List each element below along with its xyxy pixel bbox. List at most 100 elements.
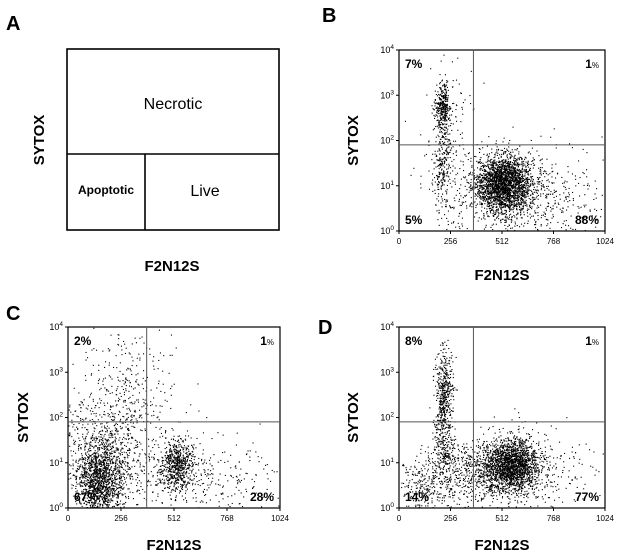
scatter-point	[525, 166, 527, 168]
scatter-point	[507, 180, 509, 182]
scatter-point	[445, 124, 447, 126]
scatter-point	[448, 152, 450, 154]
scatter-point	[502, 197, 504, 199]
scatter-point	[95, 445, 97, 447]
scatter-point	[115, 475, 117, 477]
scatter-point	[116, 483, 118, 485]
scatter-point	[509, 173, 511, 175]
scatter-point	[473, 169, 475, 171]
scatter-point	[514, 194, 516, 196]
y-tick-exponent: 2	[390, 135, 394, 142]
scatter-point	[438, 193, 440, 195]
scatter-point	[536, 150, 538, 152]
scatter-point	[514, 167, 516, 169]
scatter-point	[514, 223, 516, 225]
scatter-point	[473, 172, 475, 174]
scatter-point	[97, 450, 99, 452]
scatter-point	[482, 199, 484, 201]
scatter-point	[507, 162, 509, 164]
scatter-point	[439, 159, 441, 161]
scatter-point	[124, 503, 126, 505]
scatter-point	[506, 154, 508, 156]
scatter-point	[569, 200, 571, 202]
scatter-point	[487, 173, 489, 175]
scatter-point	[442, 116, 444, 118]
scatter-point	[506, 148, 508, 150]
scatter-point	[493, 163, 495, 165]
scatter-point	[501, 184, 503, 186]
scatter-point	[520, 170, 522, 172]
scatter-point	[106, 468, 108, 470]
scatter-point	[468, 152, 470, 154]
scatter-point	[88, 481, 90, 483]
scatter-point	[566, 181, 568, 183]
scatter-point	[104, 451, 106, 453]
scatter-point	[495, 185, 497, 187]
scatter-point	[504, 224, 506, 226]
scatter-point	[439, 124, 441, 126]
scatter-point	[506, 180, 508, 182]
scatter-point	[572, 199, 574, 201]
scatter-point	[81, 466, 83, 468]
scatter-point	[489, 196, 491, 198]
scatter-point	[443, 178, 445, 180]
scatter-point	[447, 153, 449, 155]
scatter-point	[103, 502, 105, 504]
scatter-point	[99, 461, 101, 463]
scatter-point	[445, 104, 447, 106]
scatter-point	[504, 188, 506, 190]
scatter-point	[93, 452, 95, 454]
scatter-point	[506, 205, 508, 207]
scatter-point	[492, 191, 494, 193]
scatter-point	[85, 457, 87, 459]
scatter-point	[494, 162, 496, 164]
scatter-point	[488, 160, 490, 162]
scatter-point	[442, 90, 444, 92]
scatter-point	[442, 163, 444, 165]
scatter-point	[458, 83, 460, 85]
scatter-point	[507, 189, 509, 191]
scatter-point	[508, 153, 510, 155]
scatter-point	[442, 95, 444, 97]
scatter-point	[505, 184, 507, 186]
scatter-point	[508, 165, 510, 167]
scatter-point	[117, 495, 119, 497]
scatter-point	[80, 481, 82, 483]
scatter-point	[90, 490, 92, 492]
scatter-point	[537, 229, 539, 231]
scatter-point	[109, 493, 111, 495]
scatter-point	[514, 168, 516, 170]
scatter-point	[518, 189, 520, 191]
scatter-point	[488, 184, 490, 186]
scatter-point	[517, 177, 519, 179]
scatter-point	[447, 157, 449, 159]
scatter-point	[112, 472, 114, 474]
scatter-point	[124, 463, 126, 465]
scatter-point	[527, 220, 529, 222]
scatter-point	[501, 198, 503, 200]
scatter-point	[540, 224, 542, 226]
scatter-point	[90, 473, 92, 475]
scatter-point	[108, 459, 110, 461]
scatter-point	[494, 197, 496, 199]
scatter-point	[505, 174, 507, 176]
scatter-point	[448, 108, 450, 110]
scatter-point	[92, 498, 94, 500]
scatter-point	[498, 178, 500, 180]
scatter-point	[501, 185, 503, 187]
scatter-point	[516, 179, 518, 181]
scatter-point	[490, 173, 492, 175]
scatter-point	[516, 207, 518, 209]
scatter-point	[510, 200, 512, 202]
scatter-point	[471, 166, 473, 168]
scatter-point	[426, 94, 428, 96]
scatter-point	[524, 201, 526, 203]
scatter-point	[509, 171, 511, 173]
scatter-point	[513, 156, 515, 158]
scatter-point	[517, 213, 519, 215]
scatter-point	[534, 189, 536, 191]
scatter-point	[94, 466, 96, 468]
scatter-point	[487, 157, 489, 159]
scatter-point	[582, 219, 584, 221]
scatter-point	[439, 165, 441, 167]
